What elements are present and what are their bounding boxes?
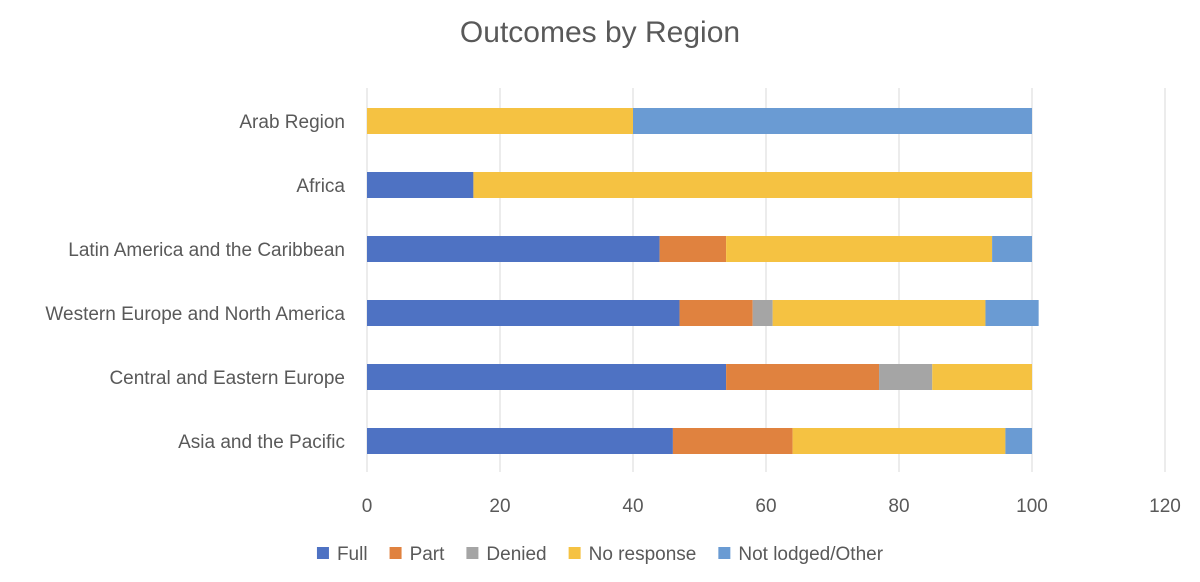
bar-segment [726, 236, 993, 262]
category-label: Western Europe and North America [45, 304, 345, 325]
x-tick-label: 40 [622, 496, 643, 517]
bar-segment [726, 364, 880, 390]
bar-segment [367, 364, 727, 390]
bar-segment [633, 108, 1032, 134]
x-tick-label: 20 [489, 496, 510, 517]
bar-segment [367, 108, 633, 134]
category-label: Asia and the Pacific [178, 432, 345, 453]
chart-title: Outcomes by Region [459, 16, 741, 49]
legend-label: No response [589, 544, 697, 565]
legend-label: Part [410, 544, 446, 565]
x-tick-label: 100 [1016, 496, 1048, 517]
legend-swatch [718, 547, 731, 559]
x-tick-label: 0 [362, 496, 373, 517]
bar-segment [792, 428, 1006, 454]
bar-segment [932, 364, 1032, 390]
bar-segment [367, 428, 673, 454]
bar-segment [1005, 428, 1032, 454]
legend-swatch [466, 547, 479, 559]
category-label: Latin America and the Caribbean [68, 240, 345, 261]
bar-segment [367, 300, 680, 326]
legend-swatch [389, 547, 402, 559]
x-tick-label: 120 [1149, 496, 1181, 517]
bar-segment [752, 300, 773, 326]
bar-segment [672, 428, 793, 454]
bar-segment [367, 172, 474, 198]
bar-segment [879, 364, 933, 390]
bar-segment [992, 236, 1032, 262]
bar-segment [473, 172, 1032, 198]
bar-segment [367, 236, 660, 262]
legend-label: Full [337, 544, 368, 565]
bar-segment [985, 300, 1039, 326]
bar-segment [659, 236, 727, 262]
legend-swatch [316, 547, 329, 559]
bar-segment [772, 300, 986, 326]
legend-label: Not lodged/Other [738, 544, 883, 565]
bar-segment [679, 300, 753, 326]
category-label: Arab Region [239, 112, 345, 133]
legend-label: Denied [486, 544, 546, 565]
x-tick-label: 60 [755, 496, 776, 517]
legend-swatch [568, 547, 581, 559]
category-label: Central and Eastern Europe [109, 368, 345, 389]
category-label: Africa [296, 176, 345, 197]
x-tick-label: 80 [888, 496, 909, 517]
